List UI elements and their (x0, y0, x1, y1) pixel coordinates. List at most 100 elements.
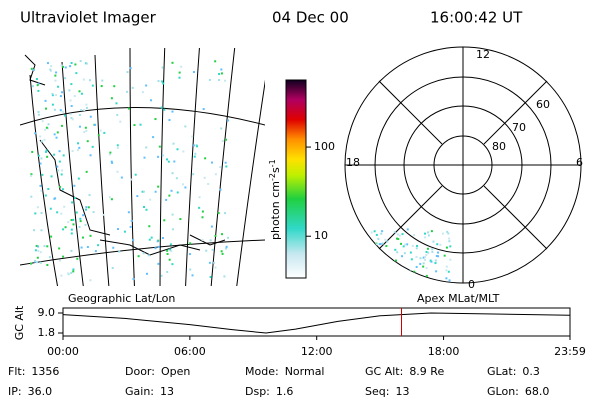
pixel (43, 245, 46, 248)
y-tick-label: 1.8 (38, 326, 56, 339)
pixel (179, 218, 182, 221)
pixel (91, 145, 94, 148)
status-field: Seq: 13 (365, 385, 409, 398)
pixel (220, 72, 223, 75)
pixel (131, 86, 134, 89)
pixel (178, 76, 181, 79)
pixel (30, 262, 33, 265)
pixel (445, 246, 448, 249)
pixel (70, 219, 73, 222)
pixel (74, 63, 77, 66)
pixel (60, 212, 63, 215)
colorbar-label: photon cm-2s-1 (268, 159, 283, 240)
pixel (142, 190, 145, 193)
pixel (394, 248, 397, 251)
pixel (84, 223, 87, 226)
pixel (168, 118, 171, 121)
pixel (415, 274, 418, 277)
pixel (30, 67, 33, 70)
pixel (102, 213, 105, 216)
pixel (425, 254, 428, 257)
pixel (33, 229, 36, 232)
pixel (61, 110, 64, 113)
pixel (46, 155, 49, 158)
pixel (162, 82, 165, 85)
pixel (84, 126, 87, 129)
pixel (60, 274, 63, 277)
pixel (35, 244, 38, 247)
pixel (192, 173, 195, 176)
pixel (404, 243, 407, 246)
pixel (157, 245, 160, 248)
pixel (425, 267, 428, 270)
pixel (189, 268, 192, 271)
pixel (142, 252, 145, 255)
pixel (432, 240, 435, 243)
pixel (37, 154, 40, 157)
pixel (110, 160, 113, 163)
pixel (436, 243, 439, 246)
pixel (141, 190, 144, 193)
pixel (136, 195, 139, 198)
pixel (224, 212, 227, 215)
pixel (385, 256, 388, 259)
pixel (72, 218, 75, 221)
pixel (70, 117, 73, 120)
pixel (224, 79, 227, 82)
pixel (375, 243, 378, 246)
pixel (376, 258, 379, 261)
pixel (61, 124, 64, 127)
pixel (70, 232, 73, 235)
pixel (77, 142, 80, 145)
status-field: Gain: 13 (125, 385, 174, 398)
pixel (30, 195, 33, 198)
pixel (58, 247, 61, 250)
pixel (54, 79, 57, 82)
pixel (398, 279, 401, 282)
pixel (214, 266, 217, 269)
pixel (376, 248, 379, 251)
pixel (398, 234, 401, 237)
pixel (85, 129, 88, 132)
pixel (447, 232, 450, 235)
colorbar-tick-label: 100 (314, 140, 335, 153)
pixel (161, 66, 164, 69)
status-label: GLat: (487, 365, 516, 378)
time: 16:00:42 UT (430, 9, 523, 27)
status-field: GLat: 0.3 (487, 365, 540, 378)
pixel (51, 92, 54, 95)
pixel (166, 270, 169, 273)
pixel (171, 263, 174, 266)
status-label: Dsp: (245, 385, 270, 398)
pixel (220, 127, 223, 130)
pixel (435, 254, 438, 257)
status-label: IP: (8, 385, 22, 398)
pixel (225, 138, 228, 141)
pixel (157, 155, 160, 158)
pixel (203, 176, 206, 179)
pixel (85, 62, 88, 65)
pixel (39, 261, 42, 264)
status-value: 13 (160, 385, 174, 398)
pixel (448, 240, 451, 243)
pixel (178, 71, 181, 74)
pixel (156, 240, 159, 243)
pixel (70, 104, 73, 107)
pixel (400, 242, 403, 245)
pixel (115, 102, 118, 105)
pixel (410, 275, 413, 278)
pixel (220, 68, 223, 71)
pixel (210, 161, 213, 164)
pixel (422, 265, 425, 268)
pixel (46, 245, 49, 248)
pixel (370, 268, 373, 271)
pixel (176, 191, 179, 194)
pixel (123, 230, 126, 233)
status-value: 36.0 (28, 385, 53, 398)
status-field: GC Alt: 8.9 Re (365, 365, 444, 378)
pixel (443, 254, 446, 257)
pixel (445, 277, 448, 280)
status-value: 1.6 (276, 385, 294, 398)
pixel (425, 274, 428, 277)
pixel (78, 113, 81, 116)
